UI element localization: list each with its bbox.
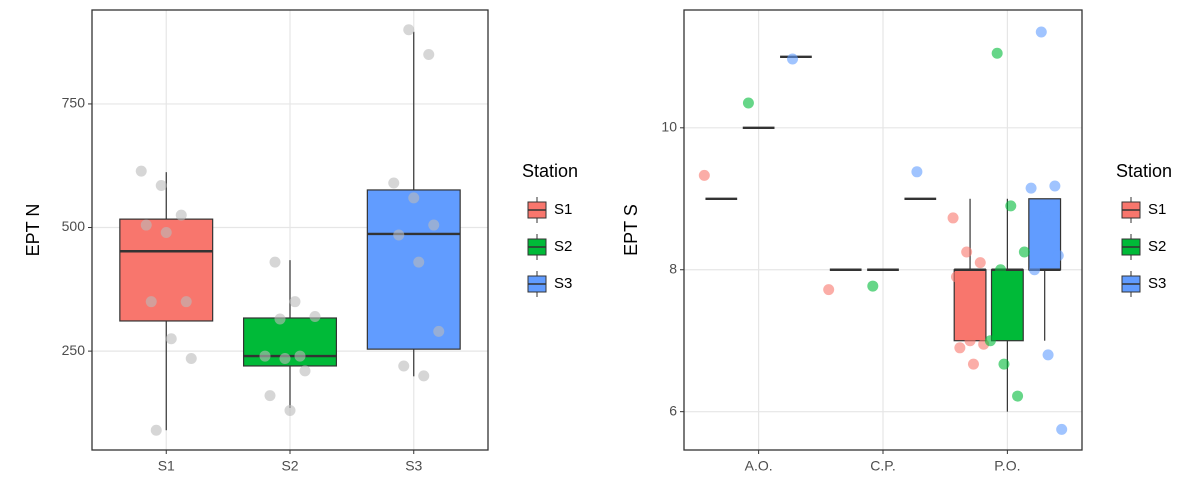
- point: [1025, 182, 1037, 194]
- x-tick-label: S2: [281, 458, 298, 474]
- y-axis-title: EPT S: [621, 204, 641, 256]
- point: [180, 296, 192, 308]
- y-tick-label: 250: [62, 342, 86, 358]
- legend-label: S1: [1148, 201, 1166, 218]
- y-tick-label: 750: [62, 95, 86, 111]
- point: [150, 424, 162, 436]
- point: [698, 169, 710, 181]
- point: [423, 48, 435, 60]
- box: [366, 189, 461, 350]
- legend-label: S3: [554, 275, 572, 292]
- y-axis-title: EPT N: [23, 204, 43, 257]
- y-tick-label: 10: [661, 119, 677, 135]
- point: [1008, 281, 1020, 293]
- point: [259, 350, 271, 362]
- point: [274, 313, 286, 325]
- point: [1042, 349, 1054, 361]
- point: [388, 177, 400, 189]
- point: [413, 256, 425, 268]
- legend-label: S2: [1148, 238, 1166, 255]
- point: [1012, 390, 1024, 402]
- point: [418, 370, 430, 382]
- legend-label: S2: [554, 238, 572, 255]
- point: [1018, 246, 1030, 258]
- point: [1005, 200, 1017, 212]
- legend-label: S1: [554, 201, 572, 218]
- legend-title: Station: [1116, 161, 1172, 181]
- point: [393, 229, 405, 241]
- point: [961, 246, 973, 258]
- point: [160, 226, 172, 238]
- legend-title: Station: [522, 161, 578, 181]
- point: [1039, 211, 1051, 223]
- point: [408, 192, 420, 204]
- panel-border: [683, 9, 1083, 451]
- point: [140, 219, 152, 231]
- y-tick-label: 8: [669, 260, 677, 276]
- panel: 250 500 750 S1 S2 S3 EPT N Station S1 S2 S3: [23, 9, 578, 474]
- point: [309, 311, 321, 323]
- point: [823, 284, 835, 296]
- point: [428, 219, 440, 231]
- point: [991, 47, 1003, 59]
- point: [1052, 250, 1064, 262]
- point: [1028, 264, 1040, 276]
- point: [950, 271, 962, 283]
- point: [947, 212, 959, 224]
- point: [294, 350, 306, 362]
- point: [1035, 26, 1047, 38]
- point: [269, 256, 281, 268]
- x-tick-label: A.O.: [745, 458, 773, 474]
- panel: 6 8 10 A.O. C.P. P.O. EPT S Station S1 S2 S3: [621, 9, 1172, 474]
- point: [967, 358, 979, 370]
- x-tick-label: S3: [405, 458, 422, 474]
- point: [995, 264, 1007, 276]
- point: [954, 342, 966, 354]
- point: [289, 296, 301, 308]
- box: [990, 269, 1024, 342]
- panel-border: [91, 9, 489, 451]
- point: [433, 325, 445, 337]
- point: [299, 365, 311, 377]
- point: [998, 358, 1010, 370]
- point: [279, 353, 291, 365]
- point: [911, 166, 923, 178]
- point: [403, 24, 415, 36]
- point: [1056, 423, 1068, 435]
- point: [135, 165, 147, 177]
- point: [974, 257, 986, 269]
- y-tick-label: 6: [669, 402, 677, 418]
- legend-label: S3: [1148, 275, 1166, 292]
- point: [155, 180, 167, 192]
- point: [742, 97, 754, 109]
- point: [175, 209, 187, 221]
- point: [1049, 180, 1061, 192]
- point: [264, 390, 276, 402]
- x-tick-label: S1: [158, 458, 175, 474]
- x-tick-label: C.P.: [870, 458, 895, 474]
- y-tick-label: 500: [62, 218, 86, 234]
- point: [984, 335, 996, 347]
- point: [398, 360, 410, 372]
- x-tick-label: P.O.: [994, 458, 1020, 474]
- point: [867, 280, 879, 292]
- point: [185, 353, 197, 365]
- point: [165, 333, 177, 345]
- point: [787, 53, 799, 65]
- point: [284, 404, 296, 416]
- point: [145, 296, 157, 308]
- point: [964, 335, 976, 347]
